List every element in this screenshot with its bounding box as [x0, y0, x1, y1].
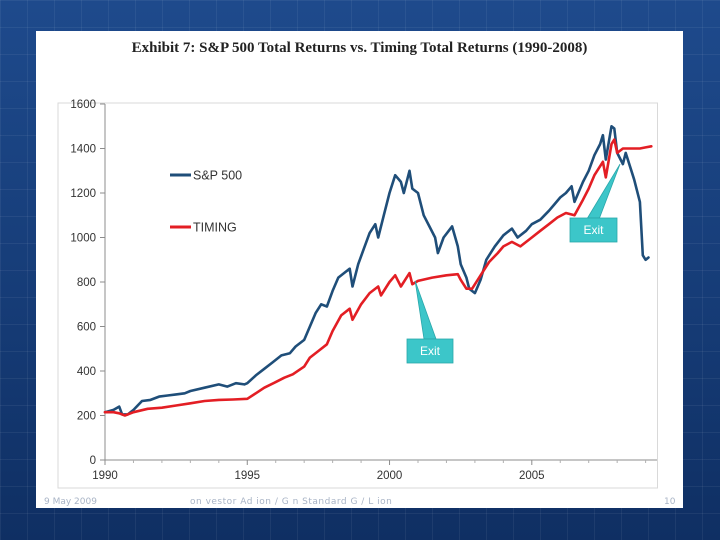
page-number: 10 — [664, 497, 676, 507]
slide-footer: 9 May 2009 on vestor Ad ion / G n Standa… — [0, 495, 720, 511]
y-tick-label: 0 — [90, 455, 96, 467]
exit-callout-label: Exit — [583, 223, 604, 237]
exit-callout-box — [569, 217, 618, 243]
footer-date: 9 May 2009 — [44, 497, 97, 507]
y-tick-label: 600 — [77, 322, 96, 334]
legend-label: TIMING — [193, 221, 237, 235]
exit-callout-label: Exit — [420, 344, 441, 358]
exit-callout-pointer — [414, 280, 437, 340]
legend-label: S&P 500 — [193, 169, 242, 183]
footer-text: on vestor Ad ion / G n Standard G / L io… — [190, 497, 393, 507]
sp500-series-line — [103, 125, 650, 416]
chart-card: Exhibit 7: S&P 500 Total Returns vs. Tim… — [36, 31, 683, 508]
line-chart: 0 200 400 600 800 1000 1200 1400 1600 1990 1995 200… — [57, 99, 658, 489]
plot-frame — [57, 102, 658, 489]
y-tick-label: 1600 — [70, 99, 96, 111]
x-tick-label: 2000 — [377, 470, 403, 482]
x-tick-label: 1990 — [92, 470, 118, 482]
y-tick-label: 800 — [77, 277, 96, 289]
y-tick-label: 400 — [77, 366, 96, 378]
x-tick-label: 1995 — [234, 470, 260, 482]
y-tick-label: 1000 — [70, 233, 96, 245]
chart-title: Exhibit 7: S&P 500 Total Returns vs. Tim… — [131, 40, 588, 56]
y-tick-label: 1400 — [70, 144, 96, 156]
timing-series-line — [103, 138, 653, 417]
y-tick-label: 1200 — [70, 188, 96, 200]
exit-callout-box — [406, 338, 454, 364]
x-tick-label: 2005 — [519, 470, 545, 482]
y-tick-label: 200 — [77, 411, 96, 423]
